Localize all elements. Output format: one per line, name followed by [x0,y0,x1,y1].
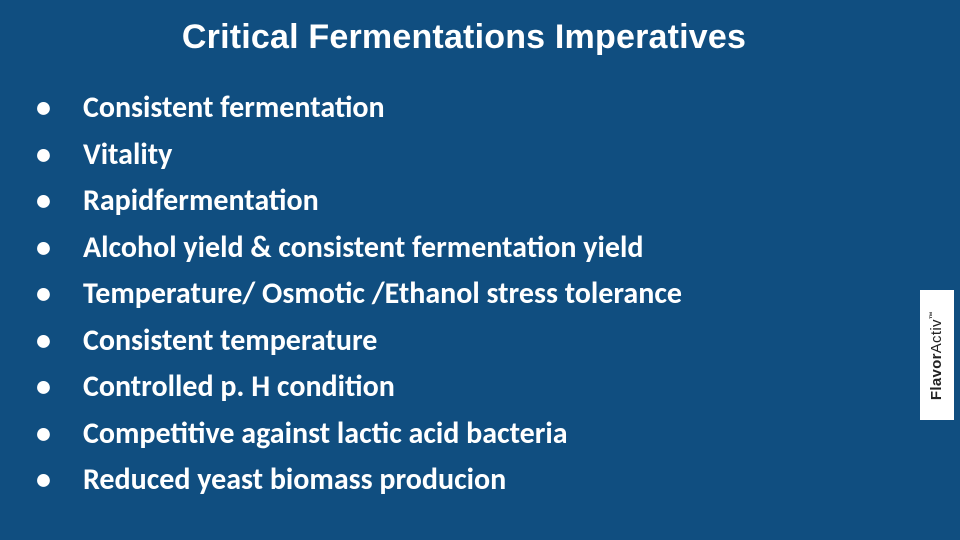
list-item: Reduced yeast biomass producion [28,457,900,504]
list-item: Rapidfermentation [28,178,900,225]
list-item: Competitive against lactic acid bacteria [28,411,900,458]
brand-logo-text: FlavorActiv™ [929,310,946,399]
bullet-text: Consistent fermentation [83,85,385,132]
list-item: Consistent fermentation [28,85,900,132]
bullet-text: Reduced yeast biomass producion [83,457,506,504]
bullet-text: Controlled p. H condition [83,364,395,411]
slide-title: Critical Fermentations Imperatives [28,18,900,57]
bullet-text: Consistent temperature [83,318,377,365]
bullet-list: Consistent fermentation Vitality Rapidfe… [28,85,900,504]
list-item: Controlled p. H condition [28,364,900,411]
trademark-icon: ™ [929,310,938,318]
list-item: Alcohol yield & consistent fermentation … [28,225,900,272]
brand-logo-bold: Flavor [929,353,946,400]
bullet-text: Vitality [83,132,172,179]
brand-logo: FlavorActiv™ [920,290,954,420]
list-item: Temperature/ Osmotic /Ethanol stress tol… [28,271,900,318]
brand-logo-light: Activ [929,319,946,353]
slide: Critical Fermentations Imperatives Consi… [0,0,920,540]
list-item: Consistent temperature [28,318,900,365]
list-item: Vitality [28,132,900,179]
bullet-text: Rapidfermentation [83,178,319,225]
bullet-text: Competitive against lactic acid bacteria [83,411,568,458]
bullet-text: Temperature/ Osmotic /Ethanol stress tol… [83,271,682,318]
bullet-text: Alcohol yield & consistent fermentation … [83,225,643,272]
